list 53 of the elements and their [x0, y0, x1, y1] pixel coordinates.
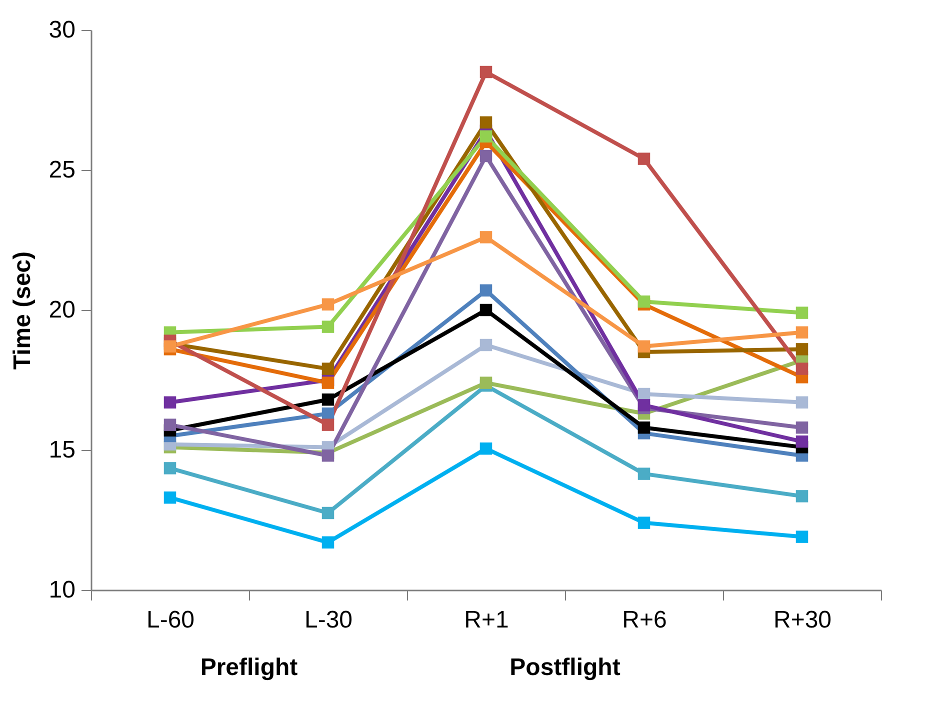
point	[480, 130, 492, 143]
text: Postflight	[510, 654, 620, 681]
x-tick-label: L-60	[146, 606, 195, 634]
point	[322, 393, 334, 406]
point	[796, 396, 808, 409]
x-tick-label: L-30	[304, 606, 353, 634]
point	[322, 506, 334, 520]
y-tick-label: 25	[48, 156, 76, 184]
point	[480, 376, 492, 389]
y-tick-label: 10	[48, 576, 76, 604]
point	[796, 343, 808, 356]
point	[164, 418, 176, 431]
point	[322, 298, 334, 311]
y-tick-label: 20	[48, 296, 76, 324]
point	[796, 490, 808, 502]
point	[322, 320, 334, 333]
point	[480, 150, 492, 162]
point	[322, 418, 334, 431]
point	[638, 295, 650, 308]
point	[322, 449, 334, 462]
point	[796, 362, 808, 375]
text: Preflight	[200, 654, 298, 681]
point	[480, 338, 492, 352]
point	[638, 340, 650, 353]
x-tick-label: R+6	[622, 606, 667, 634]
x-tick-label: R+1	[464, 606, 509, 634]
point	[480, 442, 492, 455]
point	[638, 152, 650, 165]
point	[796, 530, 808, 543]
point	[796, 306, 808, 319]
point	[480, 284, 492, 297]
point	[638, 516, 650, 529]
y-tick-label: 30	[48, 16, 76, 44]
point	[480, 66, 492, 78]
y-axis-title: Time (sec)	[8, 251, 36, 370]
point	[164, 396, 176, 409]
point	[164, 462, 176, 474]
point	[796, 326, 808, 339]
point	[796, 421, 808, 434]
point	[638, 421, 650, 434]
point	[638, 399, 650, 412]
point	[322, 536, 334, 549]
point	[480, 304, 492, 316]
point	[322, 376, 334, 389]
x-tick-label: R+30	[773, 606, 832, 634]
point	[322, 362, 334, 375]
point	[164, 340, 176, 353]
point	[796, 435, 808, 448]
point	[638, 468, 650, 480]
y-tick-label: 15	[48, 436, 76, 464]
point	[164, 491, 176, 504]
point	[480, 231, 492, 244]
point	[480, 116, 492, 129]
